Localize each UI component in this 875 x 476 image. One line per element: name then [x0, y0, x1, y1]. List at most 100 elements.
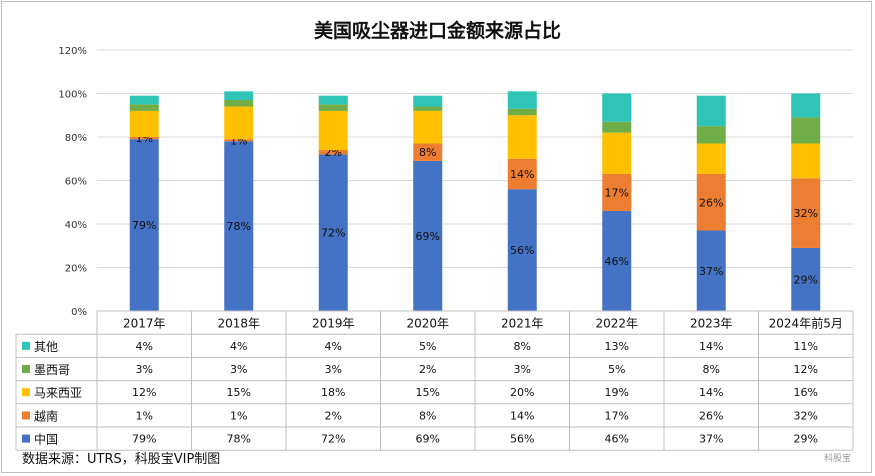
table-cell-value: 1% — [136, 409, 153, 422]
legend-swatch — [22, 434, 30, 443]
y-tick-label: 80% — [65, 133, 87, 144]
bar-segment — [129, 137, 159, 140]
table-cell-value: 3% — [230, 363, 247, 376]
table-cell-value: 8% — [703, 363, 720, 376]
bar-segment — [129, 104, 159, 111]
legend-label: 中国 — [34, 432, 58, 447]
table-cell-value: 17% — [605, 409, 629, 422]
table-cell-value: 1% — [230, 409, 247, 422]
bar-segment — [507, 158, 537, 190]
bar-segment — [413, 160, 443, 311]
bar-segment — [413, 95, 443, 107]
bar-segment — [318, 110, 348, 151]
table-cell-value: 14% — [510, 409, 534, 422]
data-label: 8% — [419, 146, 436, 159]
table-cell-value: 5% — [608, 363, 625, 376]
x-category-label: 2020年 — [406, 317, 449, 331]
table-cell-value: 3% — [136, 363, 153, 376]
watermark-logo: 科股宝 — [823, 454, 851, 464]
bar-segment — [696, 126, 726, 144]
table-cell-value: 26% — [699, 409, 723, 422]
bar-segment — [318, 154, 348, 311]
table-cell-value: 12% — [794, 363, 818, 376]
data-label: 69% — [416, 230, 440, 243]
x-category-label: 2022年 — [595, 317, 638, 331]
bar-segment — [696, 95, 726, 127]
bar-segment — [602, 93, 632, 122]
data-label: 72% — [321, 227, 345, 240]
bar-segment — [413, 106, 443, 111]
table-cell-value: 3% — [325, 363, 342, 376]
source-note: 数据来源：UTRS，科股宝VIP制图 — [22, 452, 221, 467]
legend-swatch — [22, 341, 30, 350]
bar-segment — [224, 139, 254, 142]
table-cell-value: 15% — [227, 386, 251, 399]
bar-segment — [507, 91, 537, 109]
y-tick-label: 120% — [58, 46, 87, 57]
table-cell-value: 5% — [419, 340, 436, 353]
bar-segment — [791, 143, 821, 179]
y-tick-label: 0% — [71, 307, 87, 318]
data-label: 78% — [227, 220, 251, 233]
table-cell-value: 29% — [794, 433, 818, 446]
bar-segment — [602, 173, 632, 211]
table-cell-value: 79% — [132, 433, 156, 446]
legend-swatch — [22, 365, 30, 373]
table-cell-value: 32% — [794, 409, 818, 422]
table-cell-value: 16% — [794, 386, 818, 399]
bar-segment — [129, 95, 159, 105]
bar-segment — [224, 91, 254, 101]
bar-segment — [507, 108, 537, 116]
bar-segment — [791, 247, 821, 311]
bar-segment — [129, 139, 159, 311]
legend-label: 越南 — [34, 408, 58, 423]
table-cell-value: 14% — [699, 340, 723, 353]
bar-segment — [696, 173, 726, 231]
table-cell-value: 20% — [510, 386, 534, 399]
bar-segment — [696, 230, 726, 311]
table-cell-value: 3% — [514, 363, 531, 376]
bar-segment — [791, 178, 821, 248]
data-label: 37% — [699, 265, 723, 278]
y-tick-label: 40% — [65, 220, 87, 231]
table-cell-value: 56% — [510, 433, 534, 446]
data-label: 32% — [794, 207, 818, 220]
x-category-label: 2018年 — [217, 317, 260, 331]
bar-segment — [129, 110, 159, 137]
legend-swatch — [22, 388, 30, 397]
legend-swatch — [22, 411, 30, 420]
bar-segment — [413, 143, 443, 161]
x-category-label: 2023年 — [690, 317, 733, 331]
bar-segment — [791, 117, 821, 144]
x-category-label: 2024年前5月 — [769, 316, 843, 331]
table-cell-value: 18% — [321, 386, 345, 399]
bar-segment — [318, 150, 348, 155]
bar-segment — [318, 104, 348, 111]
bar-segment — [224, 100, 254, 107]
y-tick-label: 60% — [65, 177, 87, 188]
table-cell-value: 2% — [325, 409, 342, 422]
x-category-label: 2021年 — [501, 317, 544, 331]
data-label: 46% — [605, 255, 629, 268]
data-label: 56% — [510, 244, 534, 257]
table-cell-value: 37% — [699, 433, 723, 446]
x-category-label: 2017年 — [123, 317, 166, 331]
table-cell-value: 78% — [227, 433, 251, 446]
table-cell-value: 4% — [325, 340, 342, 353]
bar-segment — [791, 93, 821, 118]
table-cell-value: 69% — [416, 433, 440, 446]
table-cell-value: 4% — [136, 340, 153, 353]
bar-segment — [507, 189, 537, 311]
table-cell-value: 2% — [419, 363, 436, 376]
table-cell-value: 8% — [419, 409, 436, 422]
legend-label: 马来西亚 — [34, 386, 82, 400]
bar-segment — [696, 143, 726, 174]
y-tick-label: 20% — [65, 264, 87, 275]
bar-segment — [507, 115, 537, 159]
table-cell-value: 46% — [605, 433, 629, 446]
bar-segment — [602, 132, 632, 174]
table-cell-value: 15% — [416, 386, 440, 399]
table-cell-value: 11% — [794, 340, 818, 353]
table-cell-value: 8% — [514, 340, 531, 353]
